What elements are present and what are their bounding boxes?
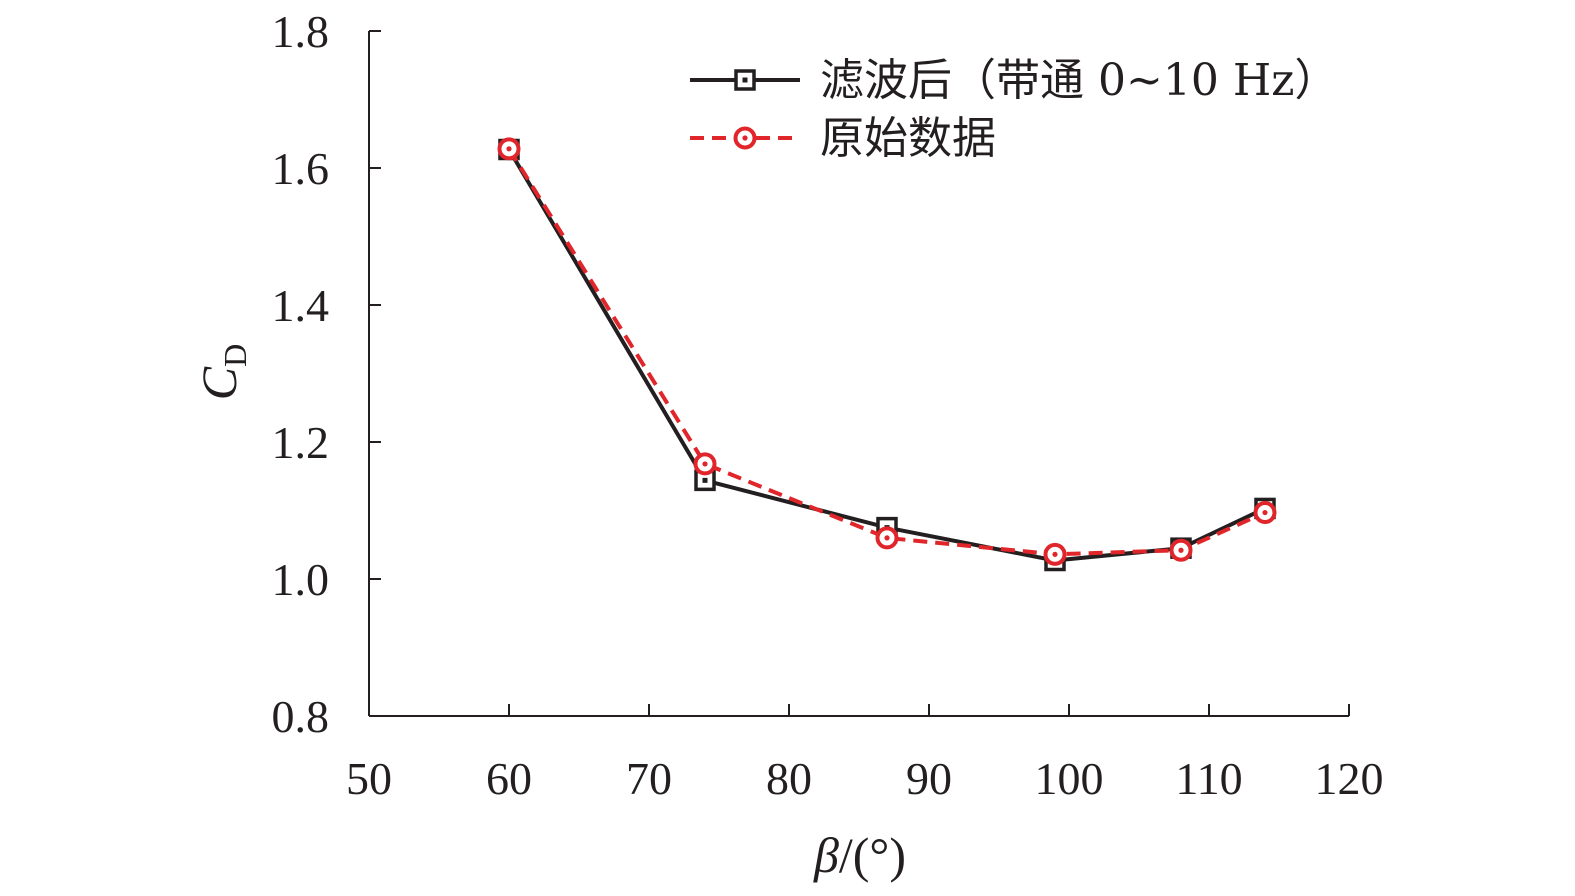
x-tick-label: 90 bbox=[906, 753, 952, 804]
y-tick-label: 0.8 bbox=[272, 691, 330, 742]
x-axis-unit: /(°) bbox=[839, 827, 906, 883]
x-tick-label: 60 bbox=[486, 753, 532, 804]
series-line-0 bbox=[507, 148, 1266, 563]
y-tick-label: 1.8 bbox=[272, 6, 330, 57]
legend: 滤波后（带通 0~10 Hz） 原始数据 bbox=[690, 55, 1338, 164]
x-tick-label: 110 bbox=[1175, 753, 1242, 804]
x-tick-label: 50 bbox=[346, 753, 392, 804]
legend-marker-1 bbox=[733, 126, 757, 150]
y-axis-symbol: C bbox=[191, 366, 247, 400]
y-axis-subscript: D bbox=[217, 344, 253, 367]
x-tick-label: 120 bbox=[1315, 753, 1384, 804]
y-tick-label: 1.0 bbox=[272, 554, 330, 605]
series-layer bbox=[497, 137, 1277, 572]
legend-label-1: 原始数据 bbox=[820, 113, 996, 164]
y-tick-label: 1.4 bbox=[272, 280, 330, 331]
y-tick-label: 1.2 bbox=[272, 417, 330, 468]
y-axis-label: CD bbox=[191, 344, 253, 400]
data-point-1 bbox=[1169, 538, 1193, 562]
x-axis-symbol: β bbox=[813, 827, 839, 883]
x-tick-label: 70 bbox=[626, 753, 672, 804]
legend-label-0: 滤波后（带通 0~10 Hz） bbox=[820, 55, 1338, 106]
y-tick-label: 1.6 bbox=[272, 143, 330, 194]
series-line-1 bbox=[507, 147, 1266, 557]
data-point-1 bbox=[1253, 501, 1277, 525]
data-point-1 bbox=[693, 452, 717, 476]
data-point-1 bbox=[1043, 542, 1067, 566]
data-point-1 bbox=[875, 526, 899, 550]
x-tick-label: 100 bbox=[1035, 753, 1104, 804]
x-axis-label: β/(°) bbox=[813, 827, 906, 883]
data-point-1 bbox=[497, 137, 521, 161]
axes: 50 60 70 80 90 100 110 120 0.8 1.0 1.2 1.4 1.6 1.8 bbox=[272, 6, 1384, 804]
legend-marker-0 bbox=[734, 69, 756, 91]
x-tick-label: 80 bbox=[766, 753, 812, 804]
